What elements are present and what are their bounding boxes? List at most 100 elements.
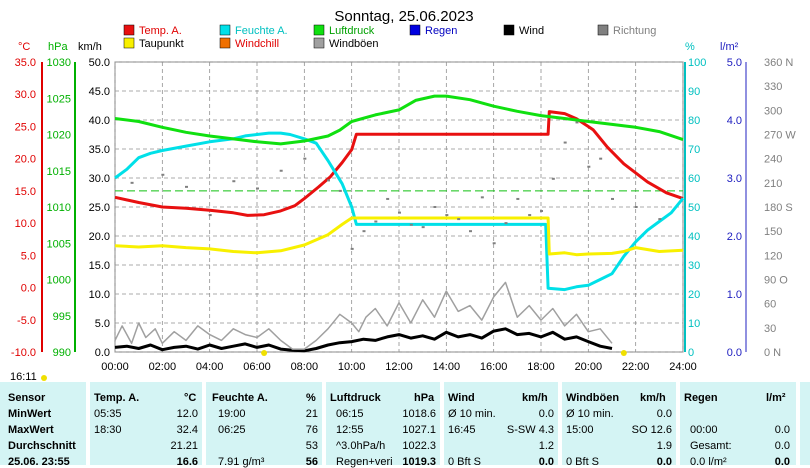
direction-point [587, 165, 591, 168]
temp-value: 21.21 [170, 440, 198, 452]
legend-label: Windchill [235, 38, 279, 50]
sunrise-marker [261, 350, 268, 356]
x-tick-label: 24:00 [669, 361, 697, 373]
sunset-marker [620, 350, 627, 356]
timestamp: 16:11 [10, 371, 37, 383]
humidity-unit-label: % [685, 41, 695, 53]
x-tick-label: 08:00 [291, 361, 319, 373]
legend-label: Luftdruck [329, 25, 375, 37]
direction-point [492, 242, 496, 245]
gust-time: Ø 10 min. [566, 408, 614, 420]
legend-swatch [219, 24, 231, 36]
direction-point [362, 230, 366, 233]
gust-time: 15:00 [566, 424, 594, 436]
direction-point [398, 211, 401, 214]
header-humidity-unit: % [306, 392, 316, 404]
pressure-tick-label: 995 [53, 311, 71, 323]
direction-tick-label: 360 N [764, 57, 793, 69]
humidity-tick-label: 20 [688, 289, 700, 301]
humidity-tick-label: 90 [688, 86, 700, 98]
legend-swatch [123, 24, 135, 36]
direction-tick-label: 180 S [764, 202, 793, 214]
hum-value: 53 [305, 440, 318, 452]
rain-time: Gesamt: [690, 440, 732, 452]
wind-tick-label: 15.0 [89, 260, 110, 272]
temp-time: 05:35 [94, 408, 122, 420]
temp-unit-label: °C [18, 41, 30, 53]
pressure-unit-label: hPa [48, 41, 68, 53]
direction-point [421, 226, 425, 229]
legend-label: Richtung [613, 25, 656, 37]
legend-label: Regen [425, 25, 457, 37]
x-tick-label: 04:00 [196, 361, 224, 373]
legend-swatch [313, 24, 325, 36]
series-layer [114, 94, 685, 356]
temp-tick-label: 15.0 [15, 186, 36, 198]
header-temp-unit: °C [184, 392, 197, 404]
hum-time: 19:00 [218, 408, 246, 420]
direction-point [575, 121, 579, 124]
legend-label: Temp. A. [139, 25, 182, 37]
wind-time: 16:45 [448, 424, 476, 436]
humidity-tick-label: 60 [688, 173, 700, 185]
wind-tick-label: 0.0 [95, 347, 110, 359]
direction-tick-label: 30 [764, 323, 776, 335]
press-value: 1018.6 [402, 408, 436, 420]
press-time: 06:15 [336, 408, 364, 420]
wind-tick-label: 10.0 [89, 289, 110, 301]
header-sensor: Sensor [8, 392, 46, 404]
direction-point [480, 196, 484, 199]
header-temp: Temp. A. [94, 392, 140, 404]
gust-value: 0.0 [656, 408, 672, 420]
temp-tick-label: -10.0 [11, 347, 36, 359]
wind-tick-label: 45.0 [89, 86, 110, 98]
direction-tick-label: 270 W [764, 130, 796, 142]
rain-value: 0.0 [774, 424, 790, 436]
humidity-tick-label: 10 [688, 318, 700, 330]
direction-point [540, 210, 543, 213]
gust-value: 0.0 [656, 456, 672, 468]
row-label: MinWert [8, 408, 52, 420]
hum-time: 06:25 [218, 424, 246, 436]
humidity-tick-label: 70 [688, 144, 700, 156]
direction-point [658, 218, 662, 221]
legend-label: Wind [519, 25, 544, 37]
direction-point [374, 220, 378, 223]
header-gust-unit: km/h [640, 392, 666, 404]
rain-time: 0.0 l/m² [690, 456, 727, 468]
temp-tick-label: 0.0 [21, 283, 36, 295]
wind-tick-label: 20.0 [89, 231, 110, 243]
wind-tick-label: 50.0 [89, 57, 110, 69]
rain-tick-label: 2.0 [727, 231, 742, 243]
direction-tick-label: 90 O [764, 275, 788, 287]
separator [202, 382, 206, 465]
press-value: 1019.3 [402, 456, 436, 468]
separator [796, 382, 800, 465]
wind-tick-label: 25.0 [89, 202, 110, 214]
header-rain: Regen [684, 392, 718, 404]
x-tick-label: 20:00 [575, 361, 603, 373]
legend-label: Windböen [329, 38, 379, 50]
pressure-tick-label: 1030 [47, 57, 71, 69]
humidity-tick-label: 80 [688, 115, 700, 127]
pressure-tick-label: 1025 [47, 93, 71, 105]
row-label: Durchschnitt [8, 440, 76, 452]
wind-tick-label: 35.0 [89, 144, 110, 156]
direction-point [409, 223, 413, 226]
direction-point [130, 181, 134, 184]
press-value: 1022.3 [402, 440, 436, 452]
temp-time: 18:30 [94, 424, 122, 436]
pressure-tick-label: 990 [53, 347, 71, 359]
gust-value: SO 12.6 [631, 424, 672, 436]
separator [558, 382, 562, 465]
temp-value: 12.0 [176, 408, 198, 420]
x-tick-label: 14:00 [433, 361, 461, 373]
pressure-tick-label: 1005 [47, 238, 71, 250]
x-tick-label: 00:00 [101, 361, 129, 373]
rain-tick-label: 1.0 [727, 289, 742, 301]
press-time: ^3.0hPa/h [336, 440, 386, 452]
direction-point [303, 157, 307, 160]
direction-point [232, 180, 236, 183]
temp-tick-label: 30.0 [15, 89, 36, 101]
direction-point [327, 179, 330, 182]
